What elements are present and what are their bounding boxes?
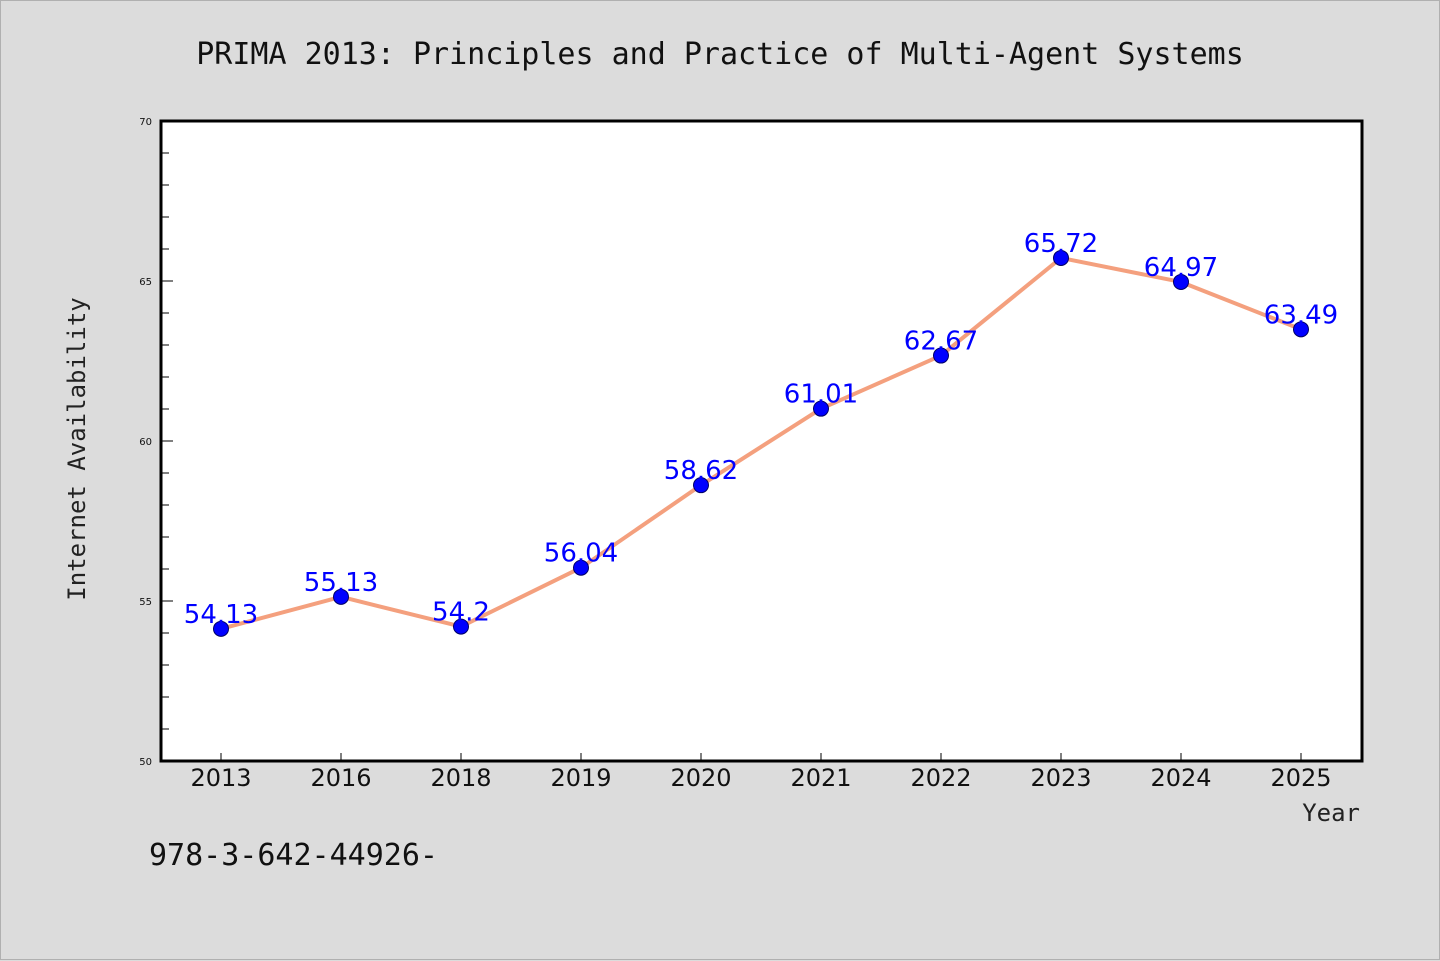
x-tick-label: 2020 — [670, 764, 731, 792]
data-point — [333, 588, 349, 605]
data-point — [1053, 249, 1069, 266]
y-tick-label: 60 — [139, 437, 152, 448]
data-label: 55.13 — [304, 568, 378, 598]
x-tick-label: 2024 — [1150, 764, 1211, 792]
x-axis-ticks: 2013 2016 2018 2019 2020 2021 2022 2023 2024 2025 — [190, 753, 1332, 792]
series-group — [213, 249, 1309, 637]
x-tick-label: 2013 — [190, 764, 251, 792]
data-point — [1293, 321, 1309, 338]
series-line — [219, 255, 1303, 631]
data-point — [453, 618, 469, 635]
x-tick-label: 2018 — [430, 764, 491, 792]
y-tick-label: 65 — [139, 277, 152, 288]
data-label: 65.72 — [1024, 229, 1098, 259]
plot-area — [159, 119, 1364, 763]
data-point — [1173, 273, 1189, 290]
y-tick-label: 50 — [139, 757, 152, 768]
data-point — [573, 559, 589, 576]
chart-title: PRIMA 2013: Principles and Practice of M… — [196, 37, 1244, 72]
data-label: 56.04 — [544, 539, 618, 569]
data-label: 64.97 — [1144, 253, 1218, 283]
data-point — [213, 620, 229, 637]
x-tick-label: 2025 — [1270, 764, 1331, 792]
footer-isbn-text: 978-3-642-44926- — [149, 838, 438, 873]
data-point — [693, 477, 709, 494]
x-tick-label: 2022 — [910, 764, 971, 792]
data-label: 54.13 — [184, 600, 258, 630]
data-point — [813, 400, 829, 417]
x-tick-label: 2019 — [550, 764, 611, 792]
y-axis-ticks: 50 55 60 65 70 — [139, 117, 173, 768]
y-tick-label: 70 — [139, 117, 152, 128]
data-label: 61.01 — [784, 380, 858, 410]
data-label: 62.67 — [904, 327, 978, 357]
x-tick-label: 2023 — [1030, 764, 1091, 792]
y-axis-label: Internet Availability — [63, 297, 91, 600]
x-tick-label: 2016 — [310, 764, 371, 792]
data-labels: 54.13 55.13 54.2 56.04 58.62 61.01 62.67 65.72 6… — [184, 229, 1338, 630]
x-tick-label: 2021 — [790, 764, 851, 792]
y-tick-label: 55 — [139, 597, 152, 608]
data-label: 58.62 — [664, 456, 738, 486]
data-point — [933, 347, 949, 364]
data-label: 54.2 — [432, 598, 490, 628]
x-axis-label: Year — [1302, 799, 1360, 827]
data-label: 63.49 — [1264, 300, 1338, 330]
